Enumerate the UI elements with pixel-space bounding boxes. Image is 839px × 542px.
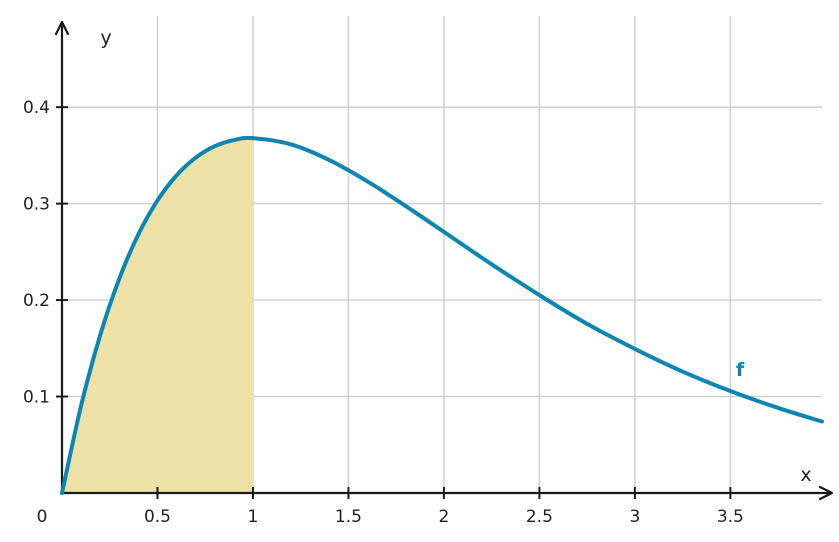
shaded-area — [62, 138, 253, 493]
x-tick-label-0.5: 0.5 — [144, 507, 171, 527]
tick-marks — [56, 106, 732, 499]
x-axis-arrow — [818, 485, 834, 501]
y-tick-label-0.1: 0.1 — [23, 388, 50, 408]
x-axis-label: x — [800, 464, 811, 486]
x-tick-label-1.5: 1.5 — [335, 507, 362, 527]
x-tick-label-3.5: 3.5 — [717, 507, 744, 527]
y-tick-label-0.4: 0.4 — [23, 98, 50, 118]
grid — [62, 16, 822, 493]
y-tick-label-0.3: 0.3 — [23, 195, 50, 215]
y-tick-label-0.2: 0.2 — [23, 291, 50, 311]
series-f-line — [60, 135, 824, 495]
series-f-label: f — [736, 359, 745, 381]
x-tick-label-3: 3 — [629, 507, 640, 527]
x-tick-label-2.5: 2.5 — [526, 507, 553, 527]
x-tick-label-2: 2 — [438, 507, 449, 527]
origin-label: 0 — [37, 507, 48, 527]
y-axis-arrow — [54, 20, 70, 36]
y-axis-label: y — [100, 27, 111, 49]
x-tick-label-1: 1 — [248, 507, 259, 527]
axes — [54, 20, 834, 501]
tick-labels: 0.5 1 1.5 2 2.5 3 3.5 0.1 0.2 0.3 0.4 — [23, 98, 744, 527]
